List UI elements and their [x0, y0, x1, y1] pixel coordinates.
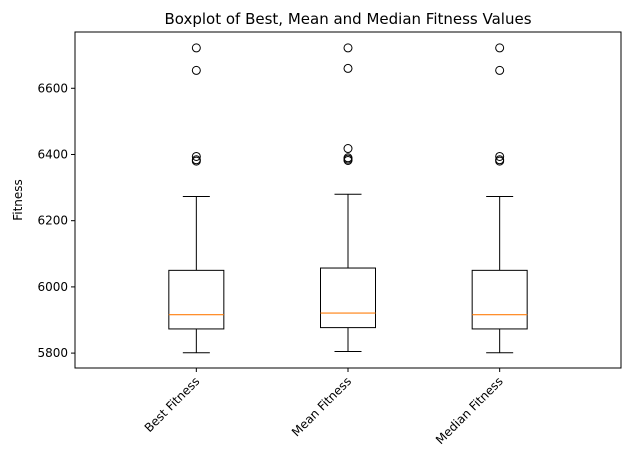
- outlier-point: [495, 65, 505, 75]
- y-tick-label: 6200: [37, 214, 68, 228]
- box-group: [471, 43, 528, 354]
- outlier-point: [191, 151, 201, 161]
- outlier-point: [191, 155, 201, 165]
- box-group: [168, 43, 225, 354]
- y-tick-label: 5800: [37, 346, 68, 360]
- outlier-point: [343, 63, 353, 73]
- iqr-box: [320, 267, 376, 329]
- box-group: [320, 43, 376, 352]
- outlier-point: [191, 43, 201, 53]
- iqr-box: [471, 269, 528, 330]
- outlier-point: [495, 151, 505, 161]
- y-tick-label: 6000: [37, 280, 68, 294]
- y-tick-label: 6400: [37, 147, 68, 161]
- outlier-point: [495, 155, 505, 165]
- y-axis-label: Fitness: [11, 179, 25, 221]
- outlier-point: [495, 43, 505, 53]
- chart-title: Boxplot of Best, Mean and Median Fitness…: [164, 10, 531, 28]
- outlier-point: [343, 144, 353, 154]
- plot-frame: [74, 31, 622, 369]
- outlier-point: [191, 65, 201, 75]
- y-tick-label: 6600: [37, 81, 68, 95]
- outlier-point: [343, 153, 353, 163]
- outlier-point: [343, 43, 353, 53]
- iqr-box: [168, 269, 225, 330]
